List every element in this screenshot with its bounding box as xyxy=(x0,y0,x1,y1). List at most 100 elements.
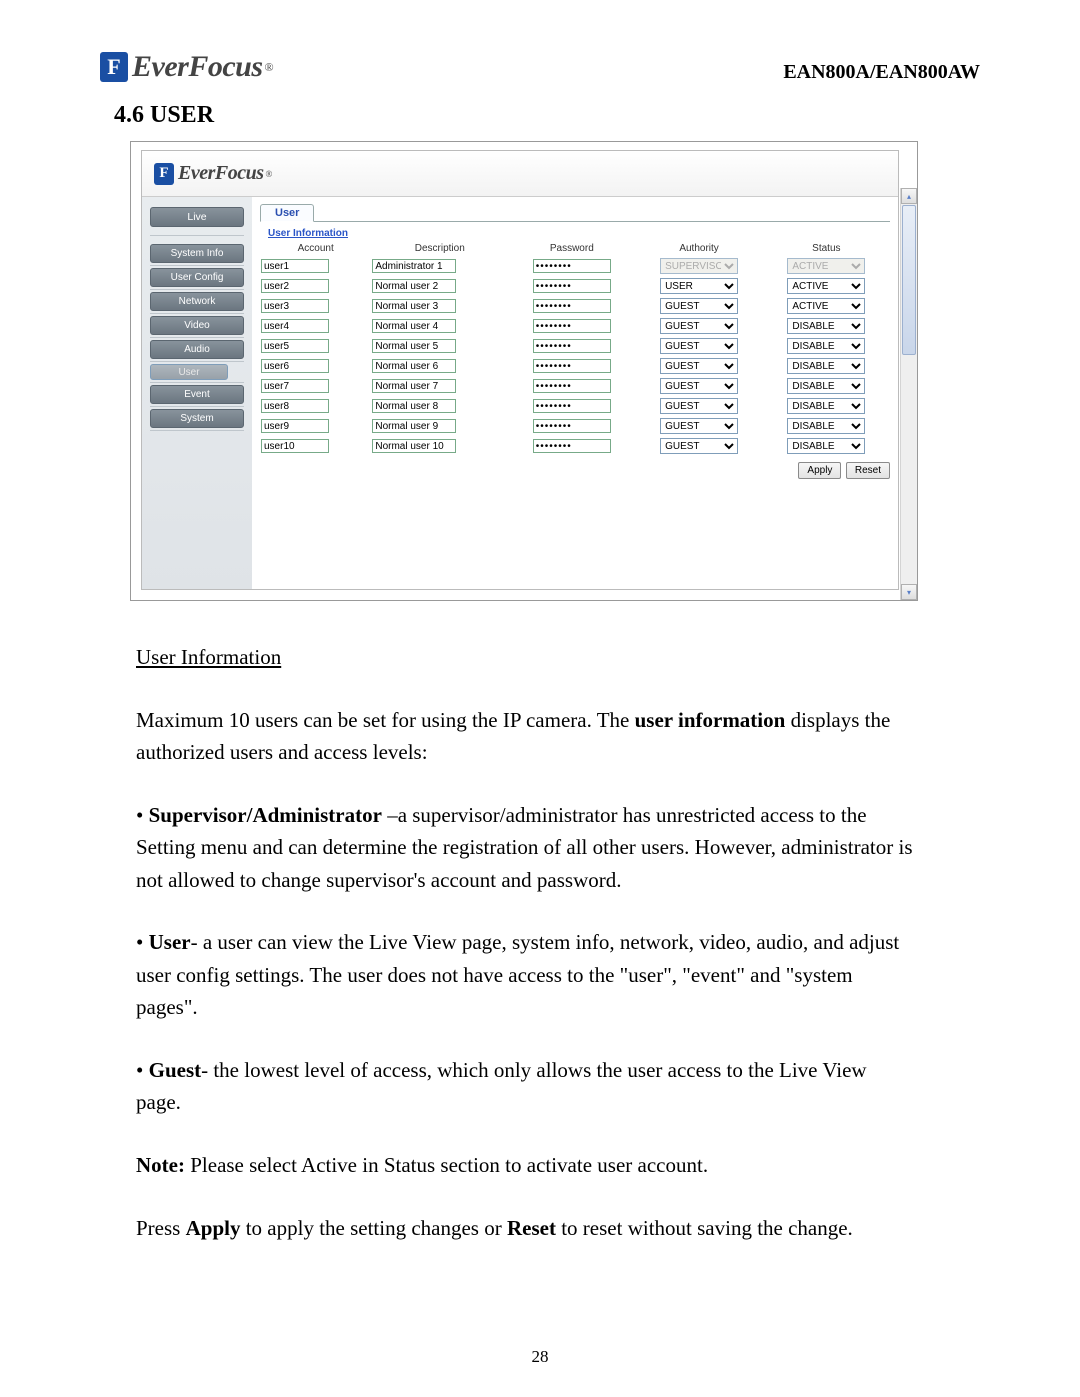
password-input[interactable] xyxy=(533,399,611,413)
password-input[interactable] xyxy=(533,319,611,333)
doc-p6: Press Apply to apply the setting changes… xyxy=(136,1212,916,1245)
table-row: SUPERVISORUSERGUEST ACTIVEDISABLE xyxy=(260,317,890,335)
scroll-thumb[interactable] xyxy=(902,205,916,355)
status-select[interactable]: ACTIVEDISABLE xyxy=(787,278,865,294)
account-input[interactable] xyxy=(261,299,329,313)
table-row: SUPERVISORUSERGUEST ACTIVEDISABLE xyxy=(260,257,890,275)
account-input[interactable] xyxy=(261,319,329,333)
col-account: Account xyxy=(260,243,371,255)
password-input[interactable] xyxy=(533,299,611,313)
authority-select[interactable]: SUPERVISORUSERGUEST xyxy=(660,298,738,314)
password-input[interactable] xyxy=(533,379,611,393)
password-input[interactable] xyxy=(533,359,611,373)
authority-select[interactable]: SUPERVISORUSERGUEST xyxy=(660,418,738,434)
description-input[interactable] xyxy=(372,379,456,393)
app-logo: F EverFocus ® xyxy=(154,162,272,185)
account-input[interactable] xyxy=(261,359,329,373)
account-input[interactable] xyxy=(261,279,329,293)
app-topbar: F EverFocus ® xyxy=(142,151,898,197)
authority-select: SUPERVISORUSERGUEST xyxy=(660,258,738,274)
account-input[interactable] xyxy=(261,399,329,413)
status-select[interactable]: ACTIVEDISABLE xyxy=(787,378,865,394)
table-row: SUPERVISORUSERGUEST ACTIVEDISABLE xyxy=(260,377,890,395)
section-title: 4.6 USER xyxy=(114,102,980,129)
doc-p2: • Supervisor/Administrator –a supervisor… xyxy=(136,799,916,897)
reset-button[interactable]: Reset xyxy=(846,462,890,479)
status-select[interactable]: ACTIVEDISABLE xyxy=(787,338,865,354)
doc-p3: • User- a user can view the Live View pa… xyxy=(136,926,916,1024)
status-select[interactable]: ACTIVEDISABLE xyxy=(787,298,865,314)
fieldset-user-information: User Information xyxy=(268,228,890,239)
sidebar-item-event[interactable]: Event xyxy=(150,385,244,404)
account-input[interactable] xyxy=(261,419,329,433)
description-input[interactable] xyxy=(372,279,456,293)
everfocus-logo: F EverFocus ® xyxy=(100,50,274,84)
table-row: SUPERVISORUSERGUEST ACTIVEDISABLE xyxy=(260,417,890,435)
account-input[interactable] xyxy=(261,439,329,453)
status-select[interactable]: ACTIVEDISABLE xyxy=(787,358,865,374)
sidebar: Live System Info User Config Network Video A… xyxy=(142,197,252,589)
description-input[interactable] xyxy=(372,259,456,273)
table-row: SUPERVISORUSERGUEST ACTIVEDISABLE xyxy=(260,357,890,375)
status-select[interactable]: ACTIVEDISABLE xyxy=(787,438,865,454)
col-password: Password xyxy=(508,243,635,255)
status-select[interactable]: ACTIVEDISABLE xyxy=(787,398,865,414)
table-row: SUPERVISORUSERGUEST ACTIVEDISABLE xyxy=(260,437,890,455)
table-row: SUPERVISORUSERGUEST ACTIVEDISABLE xyxy=(260,397,890,415)
description-input[interactable] xyxy=(372,319,456,333)
description-input[interactable] xyxy=(372,359,456,373)
description-input[interactable] xyxy=(372,399,456,413)
authority-select[interactable]: SUPERVISORUSERGUEST xyxy=(660,338,738,354)
password-input[interactable] xyxy=(533,339,611,353)
doc-p5: Note: Please select Active in Status sec… xyxy=(136,1149,916,1182)
col-description: Description xyxy=(371,243,508,255)
status-select[interactable]: ACTIVEDISABLE xyxy=(787,318,865,334)
description-input[interactable] xyxy=(372,299,456,313)
password-input[interactable] xyxy=(533,279,611,293)
document-body: User Information Maximum 10 users can be… xyxy=(136,641,916,1244)
account-input[interactable] xyxy=(261,259,329,273)
status-select: ACTIVEDISABLE xyxy=(787,258,865,274)
authority-select[interactable]: SUPERVISORUSERGUEST xyxy=(660,318,738,334)
account-input[interactable] xyxy=(261,379,329,393)
page-number: 28 xyxy=(0,1347,1080,1367)
sidebar-item-video[interactable]: Video xyxy=(150,316,244,335)
description-input[interactable] xyxy=(372,419,456,433)
scroll-down-arrow[interactable]: ▾ xyxy=(901,584,917,600)
account-input[interactable] xyxy=(261,339,329,353)
col-authority: Authority xyxy=(635,243,762,255)
description-input[interactable] xyxy=(372,439,456,453)
password-input[interactable] xyxy=(533,439,611,453)
main-panel: User User Information AccountDescription… xyxy=(252,197,898,589)
sidebar-live-button[interactable]: Live xyxy=(150,207,244,227)
registered-mark: ® xyxy=(265,60,274,75)
sidebar-item-user config[interactable]: User Config xyxy=(150,268,244,287)
authority-select[interactable]: SUPERVISORUSERGUEST xyxy=(660,378,738,394)
sidebar-item-network[interactable]: Network xyxy=(150,292,244,311)
status-select[interactable]: ACTIVEDISABLE xyxy=(787,418,865,434)
description-input[interactable] xyxy=(372,339,456,353)
tab-user[interactable]: User xyxy=(260,204,314,222)
apply-button[interactable]: Apply xyxy=(798,462,841,479)
authority-select[interactable]: SUPERVISORUSERGUEST xyxy=(660,278,738,294)
password-input[interactable] xyxy=(533,419,611,433)
logo-mark: F xyxy=(100,52,128,82)
ui-screenshot: F EverFocus ® Live System Info User Confi… xyxy=(130,141,918,601)
vertical-scrollbar[interactable]: ▴ ▾ xyxy=(900,188,917,600)
section-name: USER xyxy=(150,102,214,128)
password-input[interactable] xyxy=(533,259,611,273)
sidebar-item-audio[interactable]: Audio xyxy=(150,340,244,359)
app-logo-text: EverFocus xyxy=(178,162,264,185)
authority-select[interactable]: SUPERVISORUSERGUEST xyxy=(660,398,738,414)
sidebar-item-system info[interactable]: System Info xyxy=(150,244,244,263)
sidebar-item-system[interactable]: System xyxy=(150,409,244,428)
scroll-track[interactable] xyxy=(901,356,917,584)
authority-select[interactable]: SUPERVISORUSERGUEST xyxy=(660,438,738,454)
user-table: AccountDescriptionPasswordAuthorityStatu… xyxy=(260,241,890,457)
section-number: 4.6 xyxy=(114,102,144,128)
app-window: F EverFocus ® Live System Info User Confi… xyxy=(141,150,899,590)
authority-select[interactable]: SUPERVISORUSERGUEST xyxy=(660,358,738,374)
sidebar-item-user[interactable]: User xyxy=(150,364,228,380)
scroll-up-arrow[interactable]: ▴ xyxy=(901,188,917,204)
table-row: SUPERVISORUSERGUEST ACTIVEDISABLE xyxy=(260,337,890,355)
